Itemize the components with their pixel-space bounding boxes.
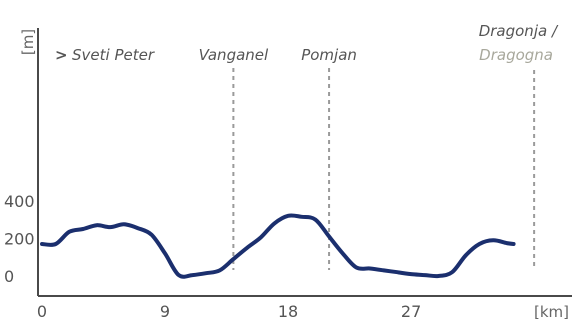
y-tick-label: 400	[4, 192, 35, 211]
marker-label: Vanganel	[199, 46, 269, 64]
x-tick-label: 27	[401, 302, 421, 321]
elevation-line	[40, 213, 516, 279]
x-tick-label: 9	[160, 302, 170, 321]
location-markers: > Sveti Peter Vanganel Pomjan Dragonja / Drag…	[55, 22, 559, 270]
y-axis-label: [m]	[19, 29, 37, 55]
marker-label: Sveti Peter	[72, 46, 155, 64]
x-axis-ticks: 0 9 18 27	[37, 302, 421, 321]
marker-arrow: >	[55, 46, 68, 64]
y-axis-ticks: 0 200 400	[4, 192, 35, 286]
x-tick-label: 0	[37, 302, 47, 321]
marker-label-alt: Dragogna	[479, 46, 553, 64]
x-axis-label: [km]	[534, 303, 569, 321]
marker-label: Dragonja /	[479, 22, 559, 40]
y-tick-label: 200	[4, 229, 35, 248]
marker-label: Pomjan	[301, 46, 357, 64]
x-tick-label: 18	[278, 302, 298, 321]
y-tick-label: 0	[4, 267, 14, 286]
